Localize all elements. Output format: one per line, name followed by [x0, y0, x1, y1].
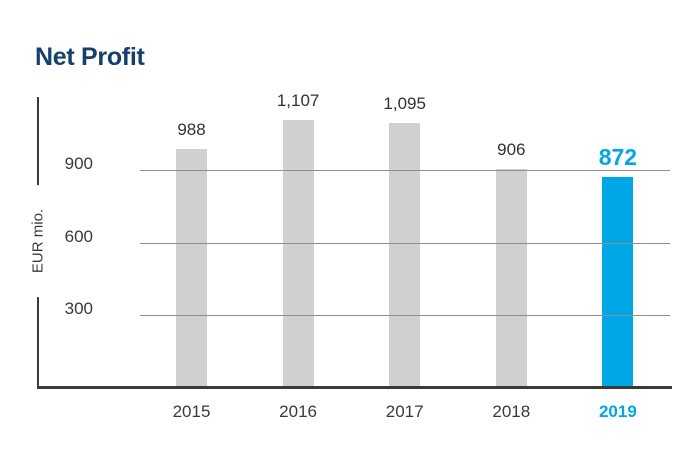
y-tick-label: 300	[64, 299, 93, 319]
bar-value-label: 1,107	[276, 90, 320, 110]
y-tick-label: 900	[64, 154, 93, 173]
bar-value-label: 872	[598, 143, 638, 170]
gridline	[140, 170, 670, 171]
bar-value-label: 906	[497, 139, 526, 159]
bar	[389, 122, 421, 388]
bar	[282, 119, 314, 388]
x-tick-label: 2015	[172, 402, 211, 421]
bar	[495, 168, 527, 388]
chart-title: Net Profit	[35, 42, 145, 71]
bar	[602, 176, 634, 388]
y-tick-label: 600	[64, 226, 93, 246]
y-axis-title: EUR mio.	[29, 184, 47, 298]
gridline	[140, 315, 670, 317]
bar-value-label: 1,095	[383, 93, 426, 113]
x-tick-label: 2017	[385, 402, 424, 421]
x-tick-label: 2018	[492, 402, 531, 421]
bar	[176, 148, 207, 388]
gridline	[140, 242, 670, 244]
x-axis-line	[37, 386, 672, 389]
bar-value-label: 988	[177, 119, 206, 139]
x-tick-label: 2016	[279, 402, 318, 421]
x-tick-label: 2019	[598, 402, 637, 421]
